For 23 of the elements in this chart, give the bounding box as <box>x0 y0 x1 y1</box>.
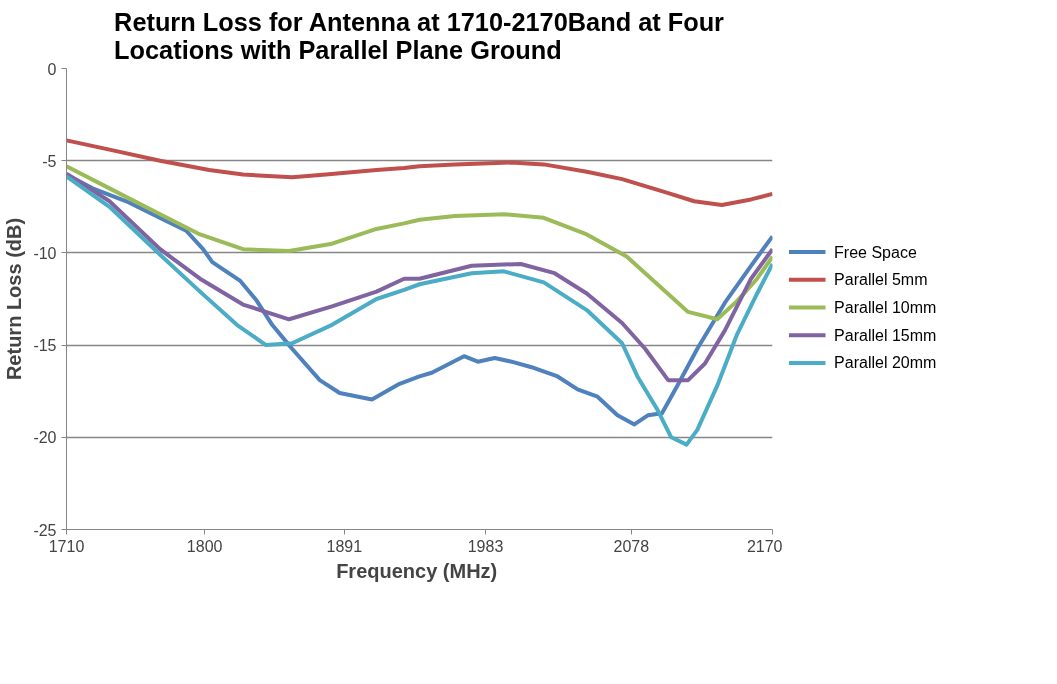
x-tick-label: 2170 <box>746 537 783 555</box>
x-tick-label: 1891 <box>326 537 363 555</box>
legend-label: Free Space <box>834 243 917 261</box>
x-tick-label: 2078 <box>613 537 650 555</box>
legend-label: Parallel 15mm <box>834 326 937 344</box>
x-axis-title: Frequency (MHz) <box>336 559 498 582</box>
line-series <box>66 138 773 207</box>
y-tick-label: -5 <box>42 152 57 170</box>
x-tick-label: 1800 <box>186 537 223 555</box>
x-tick-label: 1710 <box>48 537 85 555</box>
y-tick-label: -15 <box>33 337 57 355</box>
y-tick-label: -25 <box>33 521 57 539</box>
line-series <box>66 171 773 383</box>
y-tick-label: -10 <box>33 244 57 262</box>
line-series <box>66 164 773 322</box>
legend-label: Parallel 10mm <box>834 299 937 316</box>
legend-label: Parallel 20mm <box>834 354 937 372</box>
y-axis-title: Return Loss (dB) <box>3 217 26 381</box>
chart-title: Return Loss for Antenna at 1710-2170Band at Four Locations with Parallel Plane Ground <box>114 7 725 64</box>
y-tick-label: 0 <box>47 60 57 78</box>
y-tick-label: -20 <box>33 429 57 447</box>
x-tick-label: 1983 <box>467 537 504 555</box>
legend-label: Parallel 5mm <box>834 271 928 289</box>
